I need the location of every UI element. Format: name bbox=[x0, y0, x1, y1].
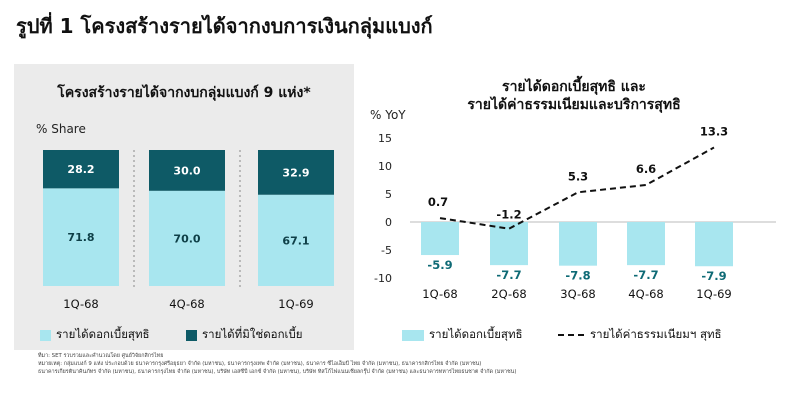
stacked-bar-chart: 71.8 28.2 1Q-68 70.0 30.0 4Q-68 67.1 32.9 1Q-69 bbox=[43, 150, 334, 311]
x-tick-label: 3Q-68 bbox=[560, 287, 595, 301]
y-tick-label: 10 bbox=[378, 160, 392, 173]
x-tick-label: 1Q-69 bbox=[696, 287, 731, 301]
right-chart-title-line1: รายได้ดอกเบี้ยสุทธิ และ bbox=[502, 79, 646, 95]
figure-title: รูปที่ 1 โครงสร้างรายได้จากงบการเงินกลุ่… bbox=[16, 14, 433, 38]
y-tick-label: 15 bbox=[378, 132, 392, 145]
legend-swatch-line bbox=[558, 334, 584, 336]
legend-bar-label: รายได้ดอกเบี้ยสุทธิ bbox=[429, 327, 523, 341]
data-label-fee-income-yoy: 13.3 bbox=[700, 125, 728, 139]
bar-net-interest-yoy-1Q-68 bbox=[421, 222, 459, 256]
legend-light-label: รายได้ดอกเบี้ยสุทธิ bbox=[56, 327, 150, 341]
bar-net-interest-1Q-68 bbox=[43, 188, 119, 286]
footnote-note-2: ธนาคารเกียรตินาคินภัทร จำกัด (มหาชน), ธน… bbox=[38, 369, 517, 375]
bar-non-interest-4Q-68 bbox=[149, 150, 225, 191]
left-chart-unit: % Share bbox=[36, 122, 86, 136]
data-label-non-interest: 30.0 bbox=[173, 164, 200, 177]
legend-swatch-dark bbox=[186, 329, 197, 341]
data-label-fee-income-yoy: 6.6 bbox=[636, 162, 656, 176]
left-chart-title: โครงสร้างรายได้จากงบกลุ่มแบงก์ 9 แห่ง* bbox=[57, 85, 311, 101]
footnote-source: ที่มา: SET รวบรวมและคำนวณโดย ศูนย์วิจัยก… bbox=[38, 353, 164, 359]
data-label-net-interest-yoy: -5.9 bbox=[427, 258, 452, 272]
x-tick-label: 1Q-68 bbox=[422, 287, 457, 301]
y-tick-label: 5 bbox=[385, 188, 392, 201]
x-tick-label: 1Q-69 bbox=[278, 297, 313, 311]
data-label-net-interest-yoy: -7.8 bbox=[565, 269, 590, 283]
data-label-net-interest-yoy: -7.9 bbox=[701, 269, 726, 283]
data-label-net-interest-yoy: -7.7 bbox=[496, 268, 521, 282]
footnote-note-1: หมายเหตุ: กลุ่มแบงก์ 9 แห่ง ประกอบด้วย ธ… bbox=[38, 361, 482, 367]
bar-net-interest-1Q-69 bbox=[258, 194, 334, 286]
data-label-net-interest: 71.8 bbox=[67, 231, 94, 244]
y-tick-label: -10 bbox=[374, 272, 392, 285]
legend-light: รายได้ดอกเบี้ยสุทธิ bbox=[40, 326, 150, 344]
legend-line: รายได้ค่าธรรมเนียมฯ สุทธิ bbox=[558, 326, 722, 344]
data-label-net-interest: 70.0 bbox=[173, 232, 200, 245]
legend-line-label: รายได้ค่าธรรมเนียมฯ สุทธิ bbox=[590, 327, 722, 341]
bar-net-interest-yoy-1Q-69 bbox=[695, 222, 733, 267]
bar-non-interest-1Q-69 bbox=[258, 150, 334, 195]
bar-net-interest-4Q-68 bbox=[149, 190, 225, 286]
x-tick-label: 2Q-68 bbox=[491, 287, 526, 301]
data-label-fee-income-yoy: -1.2 bbox=[496, 208, 521, 222]
bar-net-interest-yoy-4Q-68 bbox=[627, 222, 665, 266]
data-label-non-interest: 32.9 bbox=[282, 166, 309, 179]
legend-swatch-light bbox=[40, 329, 51, 341]
right-chart-unit: % YoY bbox=[370, 108, 406, 122]
x-tick-label: 1Q-68 bbox=[63, 297, 98, 311]
legend-dark-label: รายได้ที่มิใช่ดอกเบี้ย bbox=[202, 327, 303, 341]
x-tick-label: 4Q-68 bbox=[628, 287, 663, 301]
combo-bar-line-chart: -10 -5 0 5 10 15 -5.9 1Q-68 -7.7 2Q-68 -7.8 3Q-68 -7… bbox=[374, 125, 776, 301]
data-label-fee-income-yoy: 5.3 bbox=[568, 169, 588, 183]
legend-dark: รายได้ที่มิใช่ดอกเบี้ย bbox=[186, 326, 303, 344]
y-tick-label: -5 bbox=[381, 244, 392, 257]
left-chart-panel: โครงสร้างรายได้จากงบกลุ่มแบงก์ 9 แห่ง* %… bbox=[14, 64, 354, 350]
footnotes: ที่มา: SET รวบรวมและคำนวณโดย ศูนย์วิจัยก… bbox=[38, 352, 778, 376]
data-label-non-interest: 28.2 bbox=[67, 163, 94, 176]
legend-swatch-bar bbox=[402, 329, 424, 341]
data-label-net-interest-yoy: -7.7 bbox=[633, 268, 658, 282]
data-label-fee-income-yoy: 0.7 bbox=[428, 195, 448, 209]
bar-net-interest-yoy-3Q-68 bbox=[559, 222, 597, 266]
bar-net-interest-yoy-2Q-68 bbox=[490, 222, 528, 266]
x-tick-label: 4Q-68 bbox=[169, 297, 204, 311]
right-chart-title-line2: รายได้ค่าธรรมเนียมและบริการสุทธิ bbox=[467, 97, 681, 113]
fee-income-dashed-line bbox=[439, 146, 715, 230]
right-chart-panel: รายได้ดอกเบี้ยสุทธิ และ รายได้ค่าธรรมเนี… bbox=[362, 64, 786, 350]
data-label-net-interest: 67.1 bbox=[282, 234, 309, 247]
bar-non-interest-1Q-68 bbox=[43, 150, 119, 189]
legend-bar: รายได้ดอกเบี้ยสุทธิ bbox=[402, 326, 523, 344]
y-tick-label: 0 bbox=[385, 216, 392, 229]
